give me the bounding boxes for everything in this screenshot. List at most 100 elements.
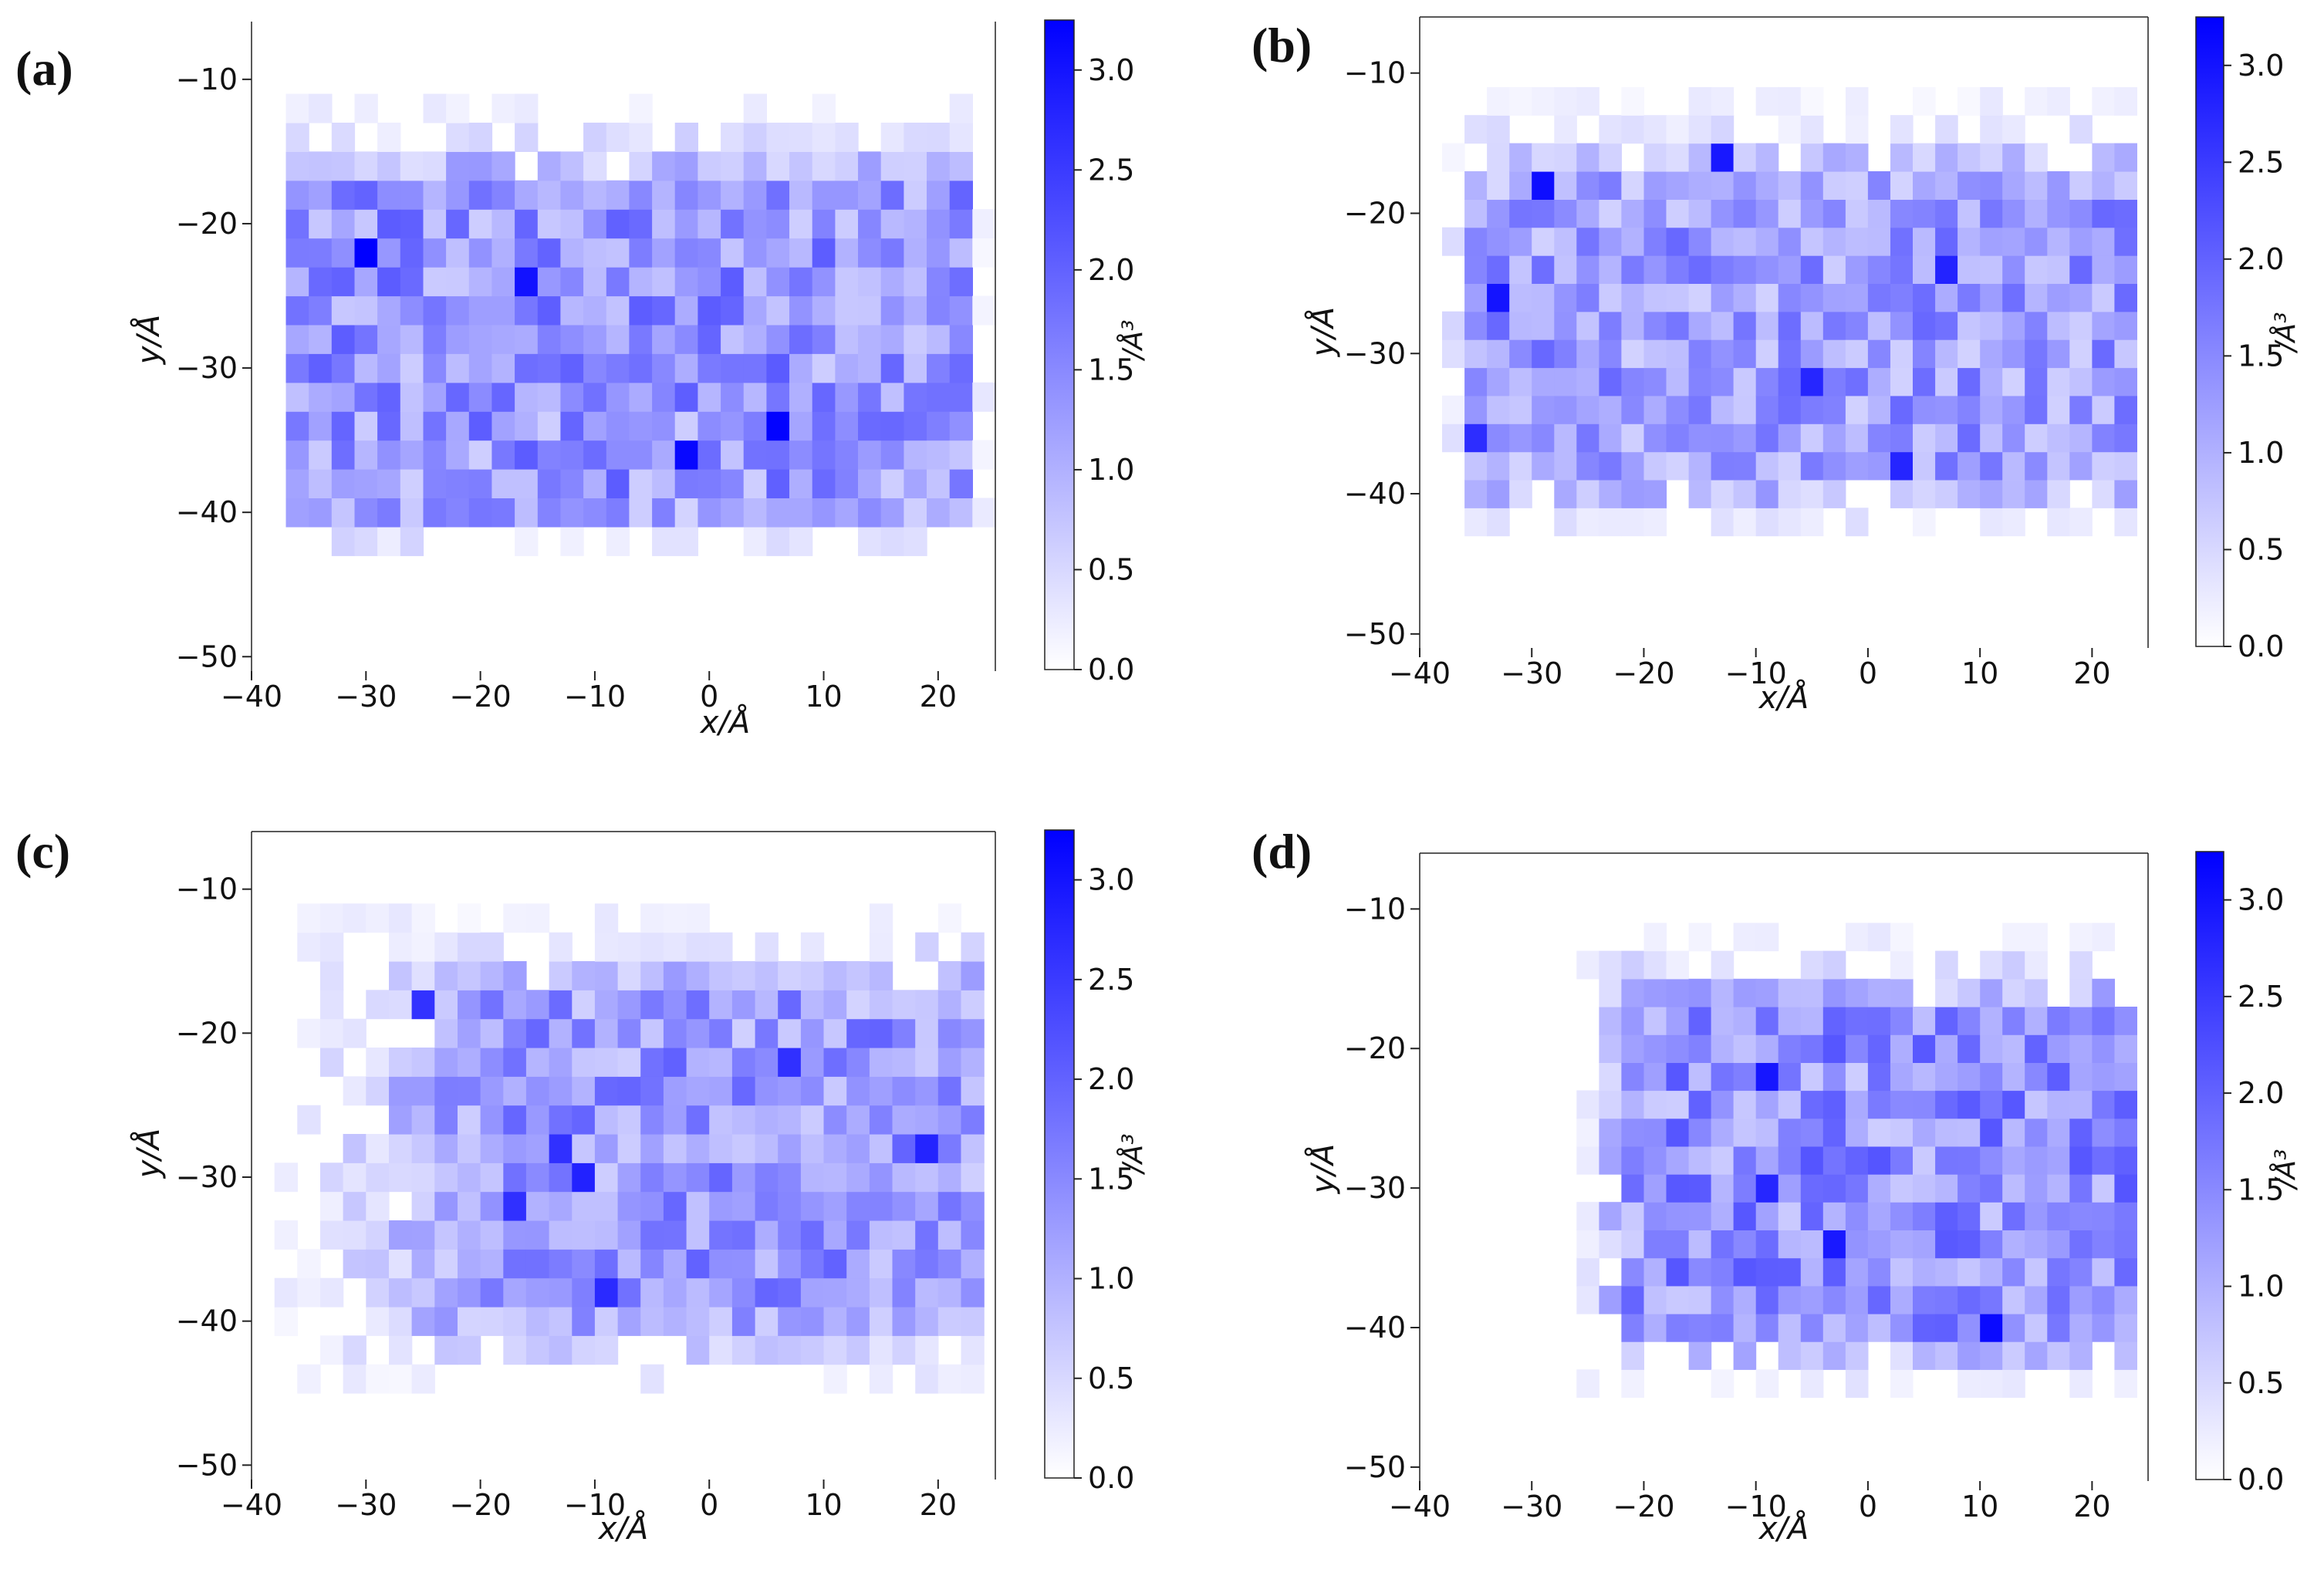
heatmap-cell [1688, 1118, 1712, 1147]
colorbar [2195, 851, 2224, 1480]
heatmap-cell [1867, 283, 1891, 312]
heatmap-cell [1666, 311, 1690, 340]
heatmap-cell [366, 990, 390, 1020]
heatmap-cell [1822, 227, 1846, 256]
heatmap-cell [1621, 508, 1644, 537]
heatmap-cell [1532, 423, 1555, 453]
heatmap-cell [1980, 227, 2003, 256]
heatmap-cell [1487, 115, 1510, 144]
heatmap-cell [2092, 283, 2115, 312]
heatmap-cell [320, 990, 344, 1020]
heatmap-cell [617, 1249, 641, 1279]
heatmap-cell [1890, 1118, 1914, 1147]
heatmap-cell [1576, 367, 1599, 396]
heatmap-cell [2069, 255, 2093, 284]
heatmap-cell [709, 1105, 733, 1135]
heatmap-cell [1755, 978, 1779, 1007]
heatmap-cell [1509, 283, 1532, 312]
heatmap-cell [915, 1162, 939, 1193]
heatmap-cell [663, 1105, 687, 1135]
heatmap-cell [1666, 1007, 1690, 1035]
heatmap-cell [2047, 1174, 2070, 1203]
heatmap-cell [1890, 255, 1914, 284]
heatmap-cell [949, 180, 973, 210]
heatmap-cell [1666, 395, 1690, 424]
heatmap-cell [285, 498, 309, 528]
heatmap-cell [1599, 1062, 1622, 1092]
heatmap-cell [1599, 451, 1622, 481]
heatmap-cell [434, 1191, 458, 1221]
heatmap-cell [789, 267, 813, 297]
heatmap-cell [2092, 1313, 2115, 1342]
x-tick-label: −10 [564, 1488, 626, 1522]
heatmap-cell [1913, 1007, 1936, 1035]
heatmap-cell [1845, 115, 1869, 144]
heatmap-cell [1576, 508, 1599, 537]
heatmap-cell [686, 1249, 710, 1279]
heatmap-cell [800, 1076, 825, 1106]
heatmap-cell [2047, 479, 2070, 508]
heatmap-cell [594, 961, 619, 990]
heatmap-cell [1688, 86, 1712, 116]
colorbar-tick-label: 0.0 [2238, 629, 2284, 663]
heatmap-cell [2002, 115, 2025, 144]
heatmap-cell [1464, 115, 1488, 144]
heatmap-cell [594, 1105, 619, 1135]
heatmap-cell [1688, 423, 1712, 453]
heatmap-cell [377, 440, 401, 470]
heatmap-cell [446, 469, 470, 498]
heatmap-cell [583, 469, 607, 498]
heatmap-cell [594, 1134, 619, 1163]
heatmap-cell [343, 1018, 367, 1048]
heatmap-cell [1755, 395, 1779, 424]
heatmap-cell [354, 469, 378, 498]
heatmap-cell [1980, 115, 2003, 144]
heatmap-cell [377, 498, 401, 528]
heatmap-cell [423, 440, 447, 470]
heatmap-cell [400, 382, 424, 412]
heatmap-cell [1576, 339, 1599, 369]
heatmap-cell [1778, 1034, 1802, 1063]
y-tick-label: −40 [176, 495, 238, 529]
heatmap-cell [1599, 1034, 1622, 1063]
heatmap-cell [1643, 227, 1667, 256]
heatmap-cell [2069, 978, 2093, 1007]
heatmap-cell [1487, 339, 1510, 369]
heatmap-cell [721, 238, 745, 268]
heatmap-cell [515, 180, 539, 210]
heatmap-cell [274, 1277, 298, 1308]
heatmap-cell [2114, 1341, 2137, 1370]
heatmap-cell [458, 1048, 481, 1077]
heatmap-cell [1554, 479, 1577, 508]
y-tick-label: −50 [176, 639, 238, 673]
heatmap-cell [1755, 423, 1779, 453]
heatmap-cell [320, 903, 344, 933]
heatmap-cell [1487, 367, 1510, 396]
heatmap-cell [698, 267, 721, 297]
heatmap-cell [846, 1134, 870, 1163]
heatmap-cell [2092, 255, 2115, 284]
heatmap-cell [674, 498, 698, 528]
heatmap-cell [389, 1134, 413, 1163]
heatmap-cell [2002, 1230, 2025, 1259]
heatmap-cell [1643, 1174, 1667, 1203]
heatmap-cell [1666, 1257, 1690, 1287]
heatmap-cell [961, 1076, 985, 1106]
heatmap-cell [583, 267, 607, 297]
heatmap-cell [846, 990, 870, 1020]
x-tick-label: −40 [221, 1488, 282, 1522]
heatmap-cell [1621, 1369, 1644, 1399]
heatmap-cell [823, 1048, 847, 1077]
heatmap-cell [2047, 86, 2070, 116]
heatmap-cell [892, 1048, 916, 1077]
heatmap-cell [549, 1191, 573, 1221]
colorbar-tick-label: 0.5 [1088, 552, 1134, 586]
heatmap-cell [1755, 255, 1779, 284]
heatmap-cell [652, 526, 676, 556]
heatmap-cell [1845, 1230, 1869, 1259]
heatmap-cell [549, 932, 573, 962]
heatmap-cell [480, 1220, 504, 1250]
heatmap-cell [446, 411, 470, 441]
heatmap-cell [1599, 508, 1622, 537]
heatmap-cell [1442, 423, 1465, 453]
